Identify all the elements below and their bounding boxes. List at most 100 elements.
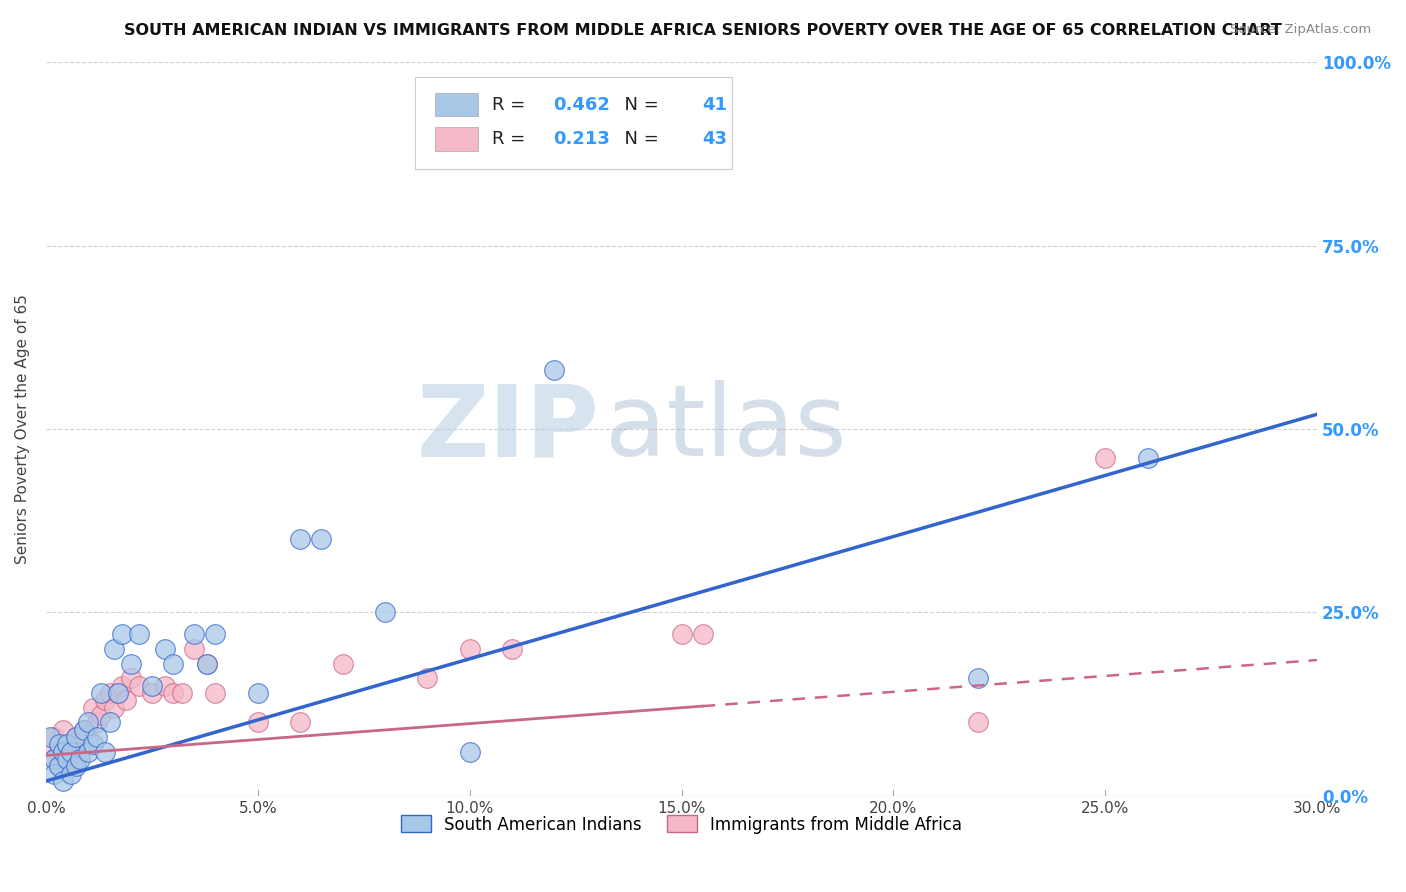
Point bbox=[374, 605, 396, 619]
Point bbox=[128, 679, 150, 693]
Point bbox=[120, 657, 142, 671]
Point bbox=[290, 715, 312, 730]
Text: N =: N = bbox=[613, 130, 665, 148]
Point bbox=[77, 715, 100, 730]
Point bbox=[692, 627, 714, 641]
Point bbox=[60, 766, 83, 780]
Point bbox=[86, 730, 108, 744]
Point bbox=[60, 745, 83, 759]
Text: SOUTH AMERICAN INDIAN VS IMMIGRANTS FROM MIDDLE AFRICA SENIORS POVERTY OVER THE : SOUTH AMERICAN INDIAN VS IMMIGRANTS FROM… bbox=[124, 23, 1282, 38]
Point bbox=[48, 759, 70, 773]
Point bbox=[153, 642, 176, 657]
Point bbox=[48, 745, 70, 759]
Point bbox=[65, 730, 87, 744]
Point bbox=[77, 730, 100, 744]
Point bbox=[543, 363, 565, 377]
Point bbox=[86, 715, 108, 730]
Point bbox=[90, 686, 112, 700]
Point bbox=[141, 686, 163, 700]
Point bbox=[65, 730, 87, 744]
Text: ZIP: ZIP bbox=[416, 381, 599, 477]
Point bbox=[1094, 451, 1116, 466]
Text: atlas: atlas bbox=[606, 381, 846, 477]
Text: 41: 41 bbox=[702, 95, 727, 113]
Text: 0.213: 0.213 bbox=[553, 130, 610, 148]
Point bbox=[153, 679, 176, 693]
Point bbox=[44, 766, 66, 780]
Point bbox=[52, 723, 75, 737]
Point bbox=[44, 752, 66, 766]
Point bbox=[73, 723, 96, 737]
Point bbox=[128, 627, 150, 641]
Point bbox=[103, 642, 125, 657]
FancyBboxPatch shape bbox=[415, 77, 733, 169]
Point bbox=[204, 627, 226, 641]
Point bbox=[107, 686, 129, 700]
Point bbox=[69, 745, 91, 759]
Point bbox=[107, 686, 129, 700]
Point bbox=[82, 700, 104, 714]
Point bbox=[69, 752, 91, 766]
Point bbox=[82, 738, 104, 752]
Point bbox=[65, 752, 87, 766]
Text: Source: ZipAtlas.com: Source: ZipAtlas.com bbox=[1230, 23, 1371, 37]
Y-axis label: Seniors Poverty Over the Age of 65: Seniors Poverty Over the Age of 65 bbox=[15, 294, 30, 564]
Point bbox=[162, 686, 184, 700]
Point bbox=[967, 715, 990, 730]
FancyBboxPatch shape bbox=[434, 93, 478, 117]
Point bbox=[204, 686, 226, 700]
Point bbox=[94, 745, 117, 759]
Point bbox=[48, 738, 70, 752]
Point bbox=[52, 752, 75, 766]
Point bbox=[246, 715, 269, 730]
Point bbox=[44, 730, 66, 744]
Point bbox=[48, 759, 70, 773]
Legend: South American Indians, Immigrants from Middle Africa: South American Indians, Immigrants from … bbox=[394, 809, 969, 840]
Point bbox=[183, 627, 205, 641]
Point bbox=[60, 745, 83, 759]
Point bbox=[170, 686, 193, 700]
Text: R =: R = bbox=[492, 95, 531, 113]
Point bbox=[111, 627, 134, 641]
Point bbox=[183, 642, 205, 657]
Point bbox=[290, 532, 312, 546]
Point bbox=[115, 693, 138, 707]
Text: 43: 43 bbox=[702, 130, 727, 148]
Point bbox=[90, 708, 112, 723]
Point bbox=[98, 686, 121, 700]
Point bbox=[246, 686, 269, 700]
Point bbox=[56, 752, 79, 766]
Point bbox=[458, 745, 481, 759]
Point bbox=[195, 657, 218, 671]
Point bbox=[967, 671, 990, 685]
Point bbox=[103, 700, 125, 714]
Point bbox=[56, 759, 79, 773]
Point bbox=[311, 532, 333, 546]
Text: N =: N = bbox=[613, 95, 665, 113]
Point bbox=[141, 679, 163, 693]
Point bbox=[332, 657, 354, 671]
Point bbox=[94, 693, 117, 707]
Point bbox=[52, 745, 75, 759]
Point bbox=[120, 671, 142, 685]
Point bbox=[39, 730, 62, 744]
Point bbox=[65, 759, 87, 773]
Point bbox=[162, 657, 184, 671]
Point bbox=[111, 679, 134, 693]
Point bbox=[195, 657, 218, 671]
Point bbox=[416, 671, 439, 685]
Point bbox=[501, 642, 523, 657]
Point bbox=[671, 627, 693, 641]
FancyBboxPatch shape bbox=[434, 128, 478, 151]
Point bbox=[44, 752, 66, 766]
Point bbox=[56, 738, 79, 752]
Point bbox=[39, 738, 62, 752]
Point bbox=[52, 774, 75, 789]
Point bbox=[458, 642, 481, 657]
Point bbox=[1136, 451, 1159, 466]
Text: R =: R = bbox=[492, 130, 531, 148]
Point bbox=[56, 738, 79, 752]
Point bbox=[73, 723, 96, 737]
Point bbox=[98, 715, 121, 730]
Point bbox=[77, 745, 100, 759]
